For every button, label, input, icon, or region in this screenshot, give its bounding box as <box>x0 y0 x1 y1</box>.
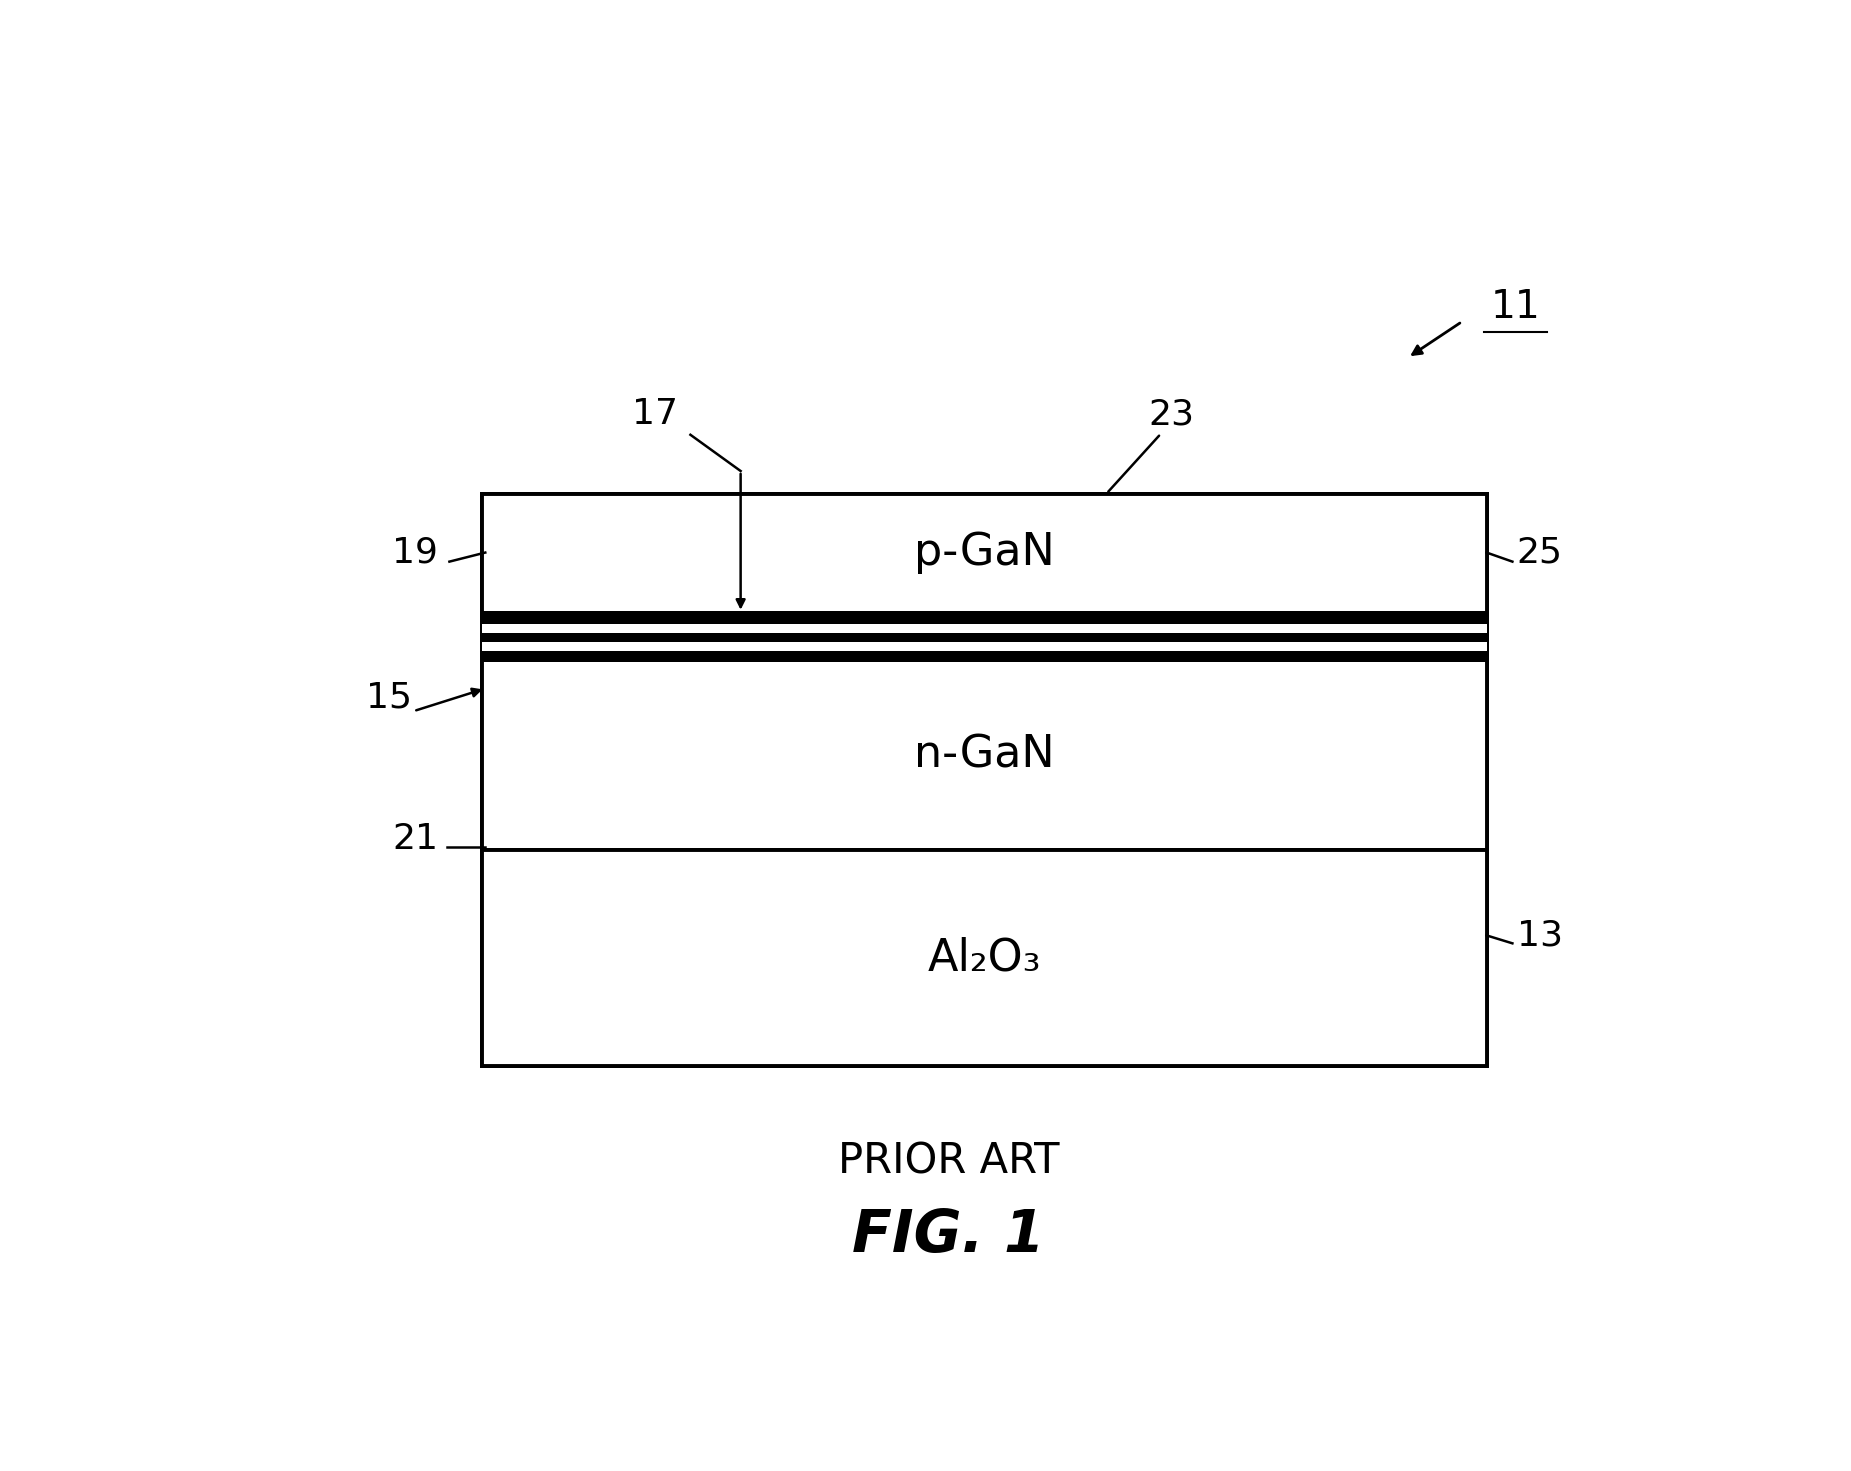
Text: PRIOR ART: PRIOR ART <box>839 1141 1059 1183</box>
Text: 15: 15 <box>366 681 413 715</box>
Bar <box>483 624 1486 633</box>
Text: 23: 23 <box>1148 397 1194 431</box>
Bar <box>483 494 1486 612</box>
Text: 11: 11 <box>1490 288 1540 325</box>
Text: FIG. 1: FIG. 1 <box>851 1208 1046 1264</box>
Bar <box>483 850 1486 1065</box>
Text: 25: 25 <box>1516 535 1562 569</box>
Bar <box>483 494 1486 1065</box>
Text: n-GaN: n-GaN <box>914 734 1055 777</box>
Bar <box>483 641 1486 652</box>
Text: 21: 21 <box>392 822 439 856</box>
Bar <box>483 660 1486 850</box>
Text: 17: 17 <box>631 397 677 431</box>
Text: Al₂O₃: Al₂O₃ <box>927 937 1042 980</box>
Text: p-GaN: p-GaN <box>914 531 1055 574</box>
Text: 19: 19 <box>392 535 439 569</box>
Text: 13: 13 <box>1516 918 1562 952</box>
Bar <box>483 612 1486 660</box>
